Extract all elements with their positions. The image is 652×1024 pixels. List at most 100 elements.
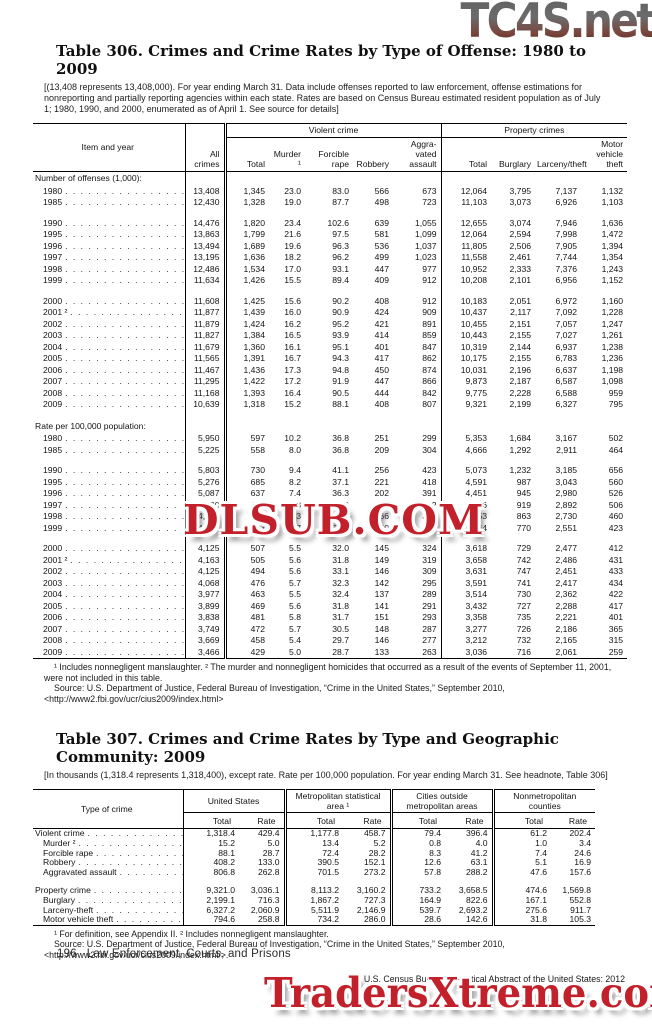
table-row: Violent crime1,318.4 429.41,177.8 458.779.…: [33, 829, 595, 839]
table307-headnote: [In thousands (1,318.4 represents 1,318,…: [44, 770, 608, 781]
dot-leader: [62, 342, 184, 354]
table-cell: 202: [374, 488, 389, 498]
table-cell: 2,051: [509, 295, 532, 306]
table-cell: 94.3: [332, 353, 349, 363]
table-cell: 1,345: [223, 185, 269, 197]
table-cell: 4,053: [440, 511, 492, 523]
table-cell: 31.7: [332, 612, 349, 622]
table-cell: [223, 171, 269, 186]
table-cell: 2002: [33, 566, 185, 578]
table-cell: 11,805: [440, 240, 492, 252]
table-row: Forcible rape88.1 28.772.4 28.28.3 41.27.4 2…: [33, 847, 595, 859]
table-cell: 414: [374, 330, 389, 340]
table-cell: 891: [422, 318, 437, 329]
table-cell: 2002: [33, 319, 185, 331]
table-cell: 909: [422, 307, 437, 317]
table-cell: 88.1: [332, 399, 349, 409]
table-cell: 5,276: [184, 476, 225, 488]
dot-leader: [62, 330, 184, 342]
table-cell: [305, 420, 353, 434]
table-cell: [581, 534, 627, 543]
dot-leader: [62, 523, 184, 535]
table-cell: 9.4: [289, 465, 301, 475]
table-cell: 10,952: [440, 263, 492, 275]
table-cell: 79.4: [389, 829, 446, 839]
table-cell: 37.1: [332, 476, 349, 487]
table-cell: 1,424: [223, 318, 269, 330]
table-cell: 263: [422, 646, 437, 657]
table-cell: 2,506: [509, 240, 532, 251]
table-cell: 1.0: [491, 838, 552, 849]
table-row: Property crime9,321.0 3,036.18,113.2 3,160…: [33, 886, 595, 896]
table-cell: 4,125: [184, 543, 225, 555]
table-cell: 1985: [33, 197, 185, 209]
table-cell: 847: [422, 341, 437, 352]
table-cell: 1998: [33, 511, 185, 523]
table-cell: 2,146.9: [356, 904, 386, 915]
table306-section: Table 306. Crimes and Crime Rates by Typ…: [33, 42, 634, 704]
table-cell: 1996: [33, 488, 185, 500]
table-cell: 2,144: [509, 341, 532, 352]
table-cell: 251: [374, 433, 389, 443]
table-cell: 1,534: [223, 263, 269, 275]
table-cell: 275.6: [491, 905, 552, 916]
col-header-us-rate: Rate: [239, 812, 285, 830]
table-cell: 9,775: [440, 387, 492, 399]
table-cell: 498: [374, 197, 389, 207]
table-cell: 1,177.8: [283, 829, 343, 839]
table-cell: 2006: [33, 612, 185, 624]
table-cell: 133.0: [257, 857, 280, 868]
table-cell: 474.6: [491, 886, 552, 896]
table-cell: 95.2: [332, 318, 349, 329]
table-cell: 742: [516, 554, 532, 565]
table-cell: [223, 456, 269, 465]
table-cell: 3,212: [440, 635, 492, 647]
table-cell: 424: [374, 307, 389, 317]
dot-leader: [62, 511, 184, 523]
table-cell: 0.8: [389, 838, 446, 849]
table-cell: 28.7: [262, 847, 280, 858]
table-cell: 13,195: [184, 252, 225, 264]
table-cell: 911.7: [570, 904, 592, 915]
table-cell: 4.0: [475, 837, 488, 848]
table-cell: 2,911: [556, 444, 578, 455]
dot-leader: [62, 578, 184, 590]
spacer-row: [33, 286, 627, 296]
table-cell: 1,426: [223, 275, 269, 287]
dot-leader: [62, 319, 184, 331]
table-cell: 209: [374, 444, 389, 455]
dot-leader: [62, 252, 184, 264]
dot-leader: [62, 186, 184, 198]
table-cell: 15.5: [284, 275, 301, 285]
dot-leader: [62, 488, 184, 500]
table-cell: 382: [422, 499, 437, 510]
table-cell: 7,027: [555, 330, 578, 340]
col-header-burglary: Burglary: [491, 137, 536, 172]
spacer-row: [33, 208, 627, 218]
table-cell: 365: [608, 623, 624, 634]
table-cell: [353, 534, 393, 543]
table-cell: [33, 209, 185, 218]
table-cell: 4,666: [440, 444, 492, 456]
table-cell: 2,117: [510, 307, 532, 317]
table-cell: 1995: [33, 477, 185, 489]
table-cell: 2,477: [555, 543, 578, 553]
table-cell: 31.8: [491, 914, 552, 926]
table-cell: [33, 456, 185, 465]
table-cell: 12,655: [440, 217, 492, 229]
table-cell: [184, 208, 225, 218]
table-cell: 1985: [33, 445, 185, 457]
table-cell: 97.5: [332, 229, 349, 239]
table-cell: 10,455: [440, 318, 492, 330]
table-cell: [184, 171, 225, 186]
table-cell: [184, 534, 225, 543]
table-cell: 10,175: [440, 353, 492, 365]
col-header-metro-total: Total: [283, 812, 343, 830]
col-header-nonmetro-total: Total: [491, 812, 552, 830]
